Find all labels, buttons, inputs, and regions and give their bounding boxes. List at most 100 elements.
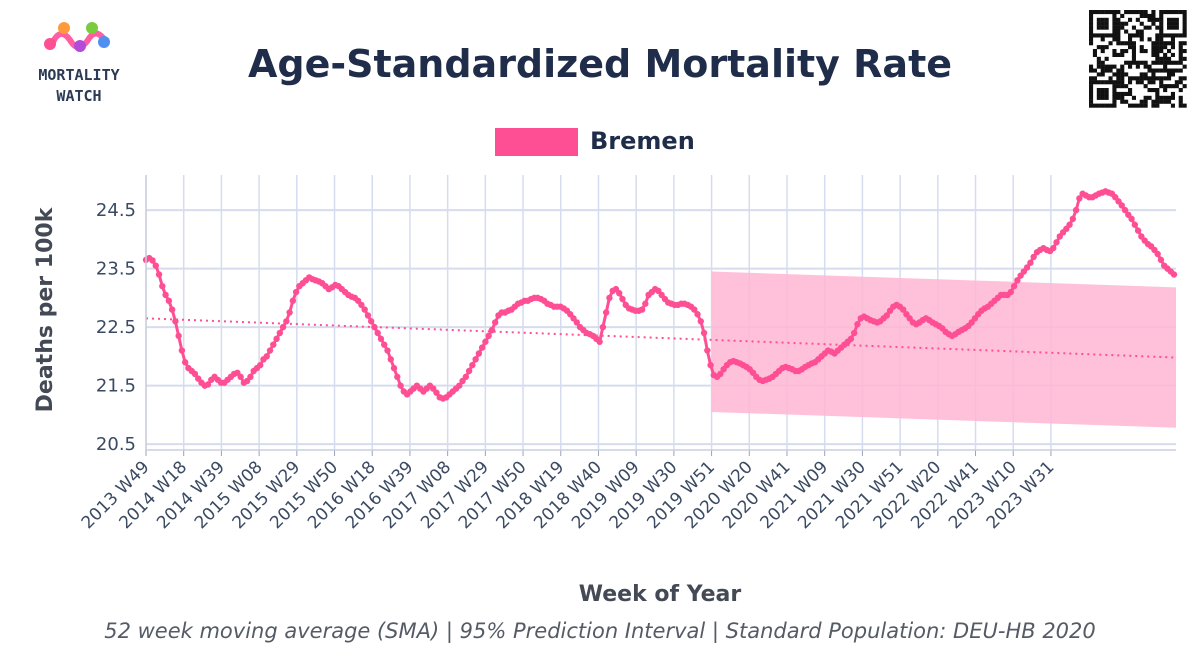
qr-module xyxy=(1112,88,1117,93)
qr-module xyxy=(1163,52,1168,57)
data-point xyxy=(394,373,401,381)
qr-module xyxy=(1089,99,1094,104)
qr-module xyxy=(1151,60,1156,65)
qr-module xyxy=(1108,80,1113,85)
data-point xyxy=(168,306,176,313)
data-point xyxy=(283,318,290,325)
qr-module xyxy=(1124,72,1129,77)
data-point xyxy=(247,373,254,381)
qr-module xyxy=(1131,56,1136,61)
qr-module xyxy=(1100,60,1105,65)
data-point xyxy=(883,312,891,319)
qr-module xyxy=(1155,91,1160,96)
qr-module xyxy=(1112,13,1117,18)
qr-module xyxy=(1159,84,1164,89)
qr-module xyxy=(1147,64,1152,69)
qr-module xyxy=(1151,21,1156,26)
y-axis-title: Deaths per 100k xyxy=(33,206,58,412)
data-point xyxy=(1170,271,1178,278)
qr-module xyxy=(1167,68,1172,73)
qr-module xyxy=(1116,91,1121,96)
qr-module xyxy=(1182,21,1187,26)
qr-module xyxy=(1131,103,1136,108)
qr-module xyxy=(1100,72,1105,77)
qr-module xyxy=(1120,49,1125,54)
qr-module xyxy=(1139,10,1144,15)
qr-module xyxy=(1155,17,1160,22)
qr-module xyxy=(1128,60,1133,65)
qr-module xyxy=(1163,95,1168,100)
qr-module xyxy=(1092,80,1097,85)
qr-module xyxy=(1100,64,1105,69)
qr-module xyxy=(1174,25,1179,30)
qr-module xyxy=(1163,45,1168,50)
data-point xyxy=(178,347,186,354)
qr-module xyxy=(1089,37,1094,42)
qr-module xyxy=(1100,33,1105,38)
data-point xyxy=(491,319,499,326)
qr-module xyxy=(1116,25,1121,30)
qr-module xyxy=(1089,84,1094,89)
qr-module xyxy=(1178,103,1183,108)
qr-module xyxy=(1096,45,1101,50)
qr-module xyxy=(1089,17,1094,22)
qr-module xyxy=(1147,37,1152,42)
data-point xyxy=(279,323,287,331)
data-point xyxy=(642,300,649,307)
qr-module xyxy=(1182,10,1187,15)
qr-module xyxy=(1135,103,1140,108)
qr-module xyxy=(1104,25,1109,30)
qr-module xyxy=(1092,76,1097,81)
data-point xyxy=(475,350,483,357)
qr-module xyxy=(1112,33,1117,38)
data-point xyxy=(1069,215,1077,223)
data-point xyxy=(472,356,479,363)
qr-module xyxy=(1089,21,1094,26)
qr-module xyxy=(1178,45,1183,50)
qr-module xyxy=(1131,76,1136,81)
qr-module xyxy=(1159,10,1164,15)
qr-module xyxy=(1100,10,1105,15)
qr-module xyxy=(1124,91,1129,96)
qr-module xyxy=(1131,95,1136,100)
qr-module xyxy=(1139,37,1144,42)
qr-module xyxy=(1163,76,1168,81)
data-point xyxy=(899,306,907,313)
qr-module xyxy=(1112,80,1117,85)
data-point xyxy=(270,341,277,348)
qr-module xyxy=(1178,10,1183,15)
qr-module xyxy=(1151,103,1156,108)
data-point xyxy=(159,282,166,290)
series-bremen xyxy=(142,188,1178,402)
qr-module xyxy=(1116,80,1121,85)
data-point xyxy=(1030,253,1037,261)
qr-module xyxy=(1120,13,1125,18)
qr-module xyxy=(1170,45,1175,50)
qr-module xyxy=(1135,64,1140,69)
qr-module xyxy=(1112,91,1117,96)
qr-module xyxy=(1128,17,1133,22)
data-point xyxy=(1007,288,1015,296)
qr-module xyxy=(1112,25,1117,30)
baseline-line xyxy=(145,317,1177,359)
qr-module xyxy=(1182,64,1187,69)
qr-module xyxy=(1170,68,1175,73)
qr-module xyxy=(1112,52,1117,57)
qr-module xyxy=(1174,21,1179,26)
qr-module xyxy=(1096,80,1101,85)
qr-module xyxy=(1096,33,1101,38)
qr-module xyxy=(1151,41,1156,46)
qr-module xyxy=(1170,103,1175,108)
y-tick-label: 21.5 xyxy=(96,376,136,397)
qr-module xyxy=(1100,17,1105,22)
data-point xyxy=(263,353,270,360)
qr-module xyxy=(1159,17,1164,22)
qr-module xyxy=(1104,10,1109,15)
data-point xyxy=(390,364,398,372)
qr-module xyxy=(1139,60,1144,65)
qr-module xyxy=(1104,56,1109,61)
qr-module xyxy=(1170,95,1175,100)
qr-module xyxy=(1096,88,1101,93)
qr-module xyxy=(1104,68,1109,73)
